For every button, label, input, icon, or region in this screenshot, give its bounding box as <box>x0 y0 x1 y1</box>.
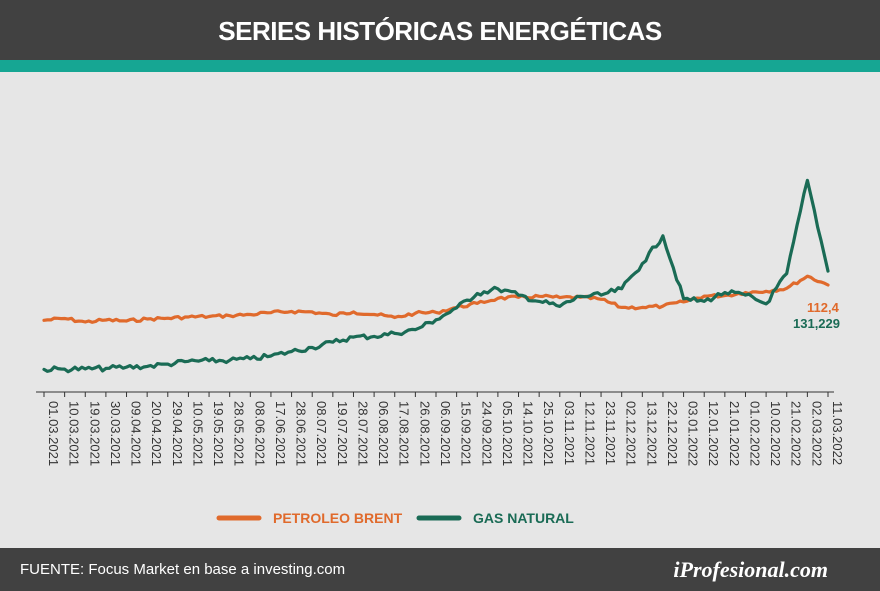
x-tick-label: 23.11.2021 <box>603 401 618 465</box>
x-tick-label: 05.10.2021 <box>500 401 515 466</box>
x-tick-label: 09.04.2021 <box>129 401 144 466</box>
x-tick-label: 22.12.2021 <box>665 401 680 466</box>
line-chart: 01.03.2021 10.03.2021 19.03.2021 30.03.2021… <box>36 178 845 526</box>
x-tick-label: 02.03.2022 <box>809 401 824 466</box>
x-tick-label: 20.04.2021 <box>149 401 164 466</box>
x-tick-label: 14.10.2021 <box>521 401 536 466</box>
x-tick-label: 19.03.2021 <box>87 401 102 466</box>
x-tick-label: 17.08.2021 <box>397 401 412 466</box>
x-tick-label: 28.07.2021 <box>355 401 370 466</box>
brand-logo: iProfesional.com <box>673 557 828 582</box>
footer-bar: FUENTE: Focus Market en base a investing… <box>0 548 880 591</box>
x-tick-label: 15.09.2021 <box>459 401 474 466</box>
x-tick-label: 29.04.2021 <box>170 401 185 466</box>
x-tick-label: 01.02.2022 <box>747 401 762 466</box>
chart-title: SERIES HISTÓRICAS ENERGÉTICAS <box>218 16 662 46</box>
x-tick-label: 03.01.2022 <box>686 401 701 466</box>
x-tick-label: 19.05.2021 <box>211 401 226 466</box>
legend-label-gas: GAS NATURAL <box>473 510 574 526</box>
x-tick-label: 10.03.2021 <box>67 401 82 466</box>
x-tick-label: 12.11.2021 <box>582 401 597 465</box>
x-tick-label: 26.08.2021 <box>417 401 432 466</box>
x-tick-label: 30.03.2021 <box>108 401 123 466</box>
gas-end-label: 131,229 <box>793 316 840 331</box>
x-tick-label: 21.01.2022 <box>727 401 742 466</box>
x-tick-label: 02.12.2021 <box>624 401 639 466</box>
x-tick-label: 17.06.2021 <box>273 401 288 466</box>
chart-area: 01.03.2021 10.03.2021 19.03.2021 30.03.2021… <box>0 72 880 548</box>
x-tick-label: 06.09.2021 <box>438 401 453 466</box>
x-tick-label: 11.03.2022 <box>830 401 845 465</box>
x-tick-label: 13.12.2021 <box>644 401 659 466</box>
header-bar: SERIES HISTÓRICAS ENERGÉTICAS <box>0 0 880 60</box>
series-line-brent <box>42 274 830 324</box>
legend-label-brent: PETROLEO BRENT <box>273 510 403 526</box>
x-tick-label: 10.02.2022 <box>768 401 783 466</box>
x-tick-label: 25.10.2021 <box>541 401 556 466</box>
x-tick-label: 06.08.2021 <box>376 401 391 466</box>
x-tick-label: 10.05.2021 <box>190 401 205 466</box>
series-line-gas <box>42 178 830 374</box>
brent-end-label: 112,4 <box>807 300 840 315</box>
accent-stripe <box>0 60 880 72</box>
x-tick-label: 21.02.2022 <box>789 401 804 466</box>
x-tick-label: 28.06.2021 <box>294 401 309 466</box>
x-tick-label: 01.03.2021 <box>46 401 61 466</box>
x-tick-label: 19.07.2021 <box>335 401 350 466</box>
source-text: FUENTE: Focus Market en base a investing… <box>20 561 346 578</box>
x-tick-label: 28.05.2021 <box>232 401 247 466</box>
x-tick-label: 03.11.2021 <box>562 401 577 465</box>
x-tick-label: 08.07.2021 <box>314 401 329 466</box>
x-tick-label: 12.01.2022 <box>706 401 721 466</box>
x-tick-label: 08.06.2021 <box>252 401 267 466</box>
x-tick-label: 24.09.2021 <box>479 401 494 466</box>
